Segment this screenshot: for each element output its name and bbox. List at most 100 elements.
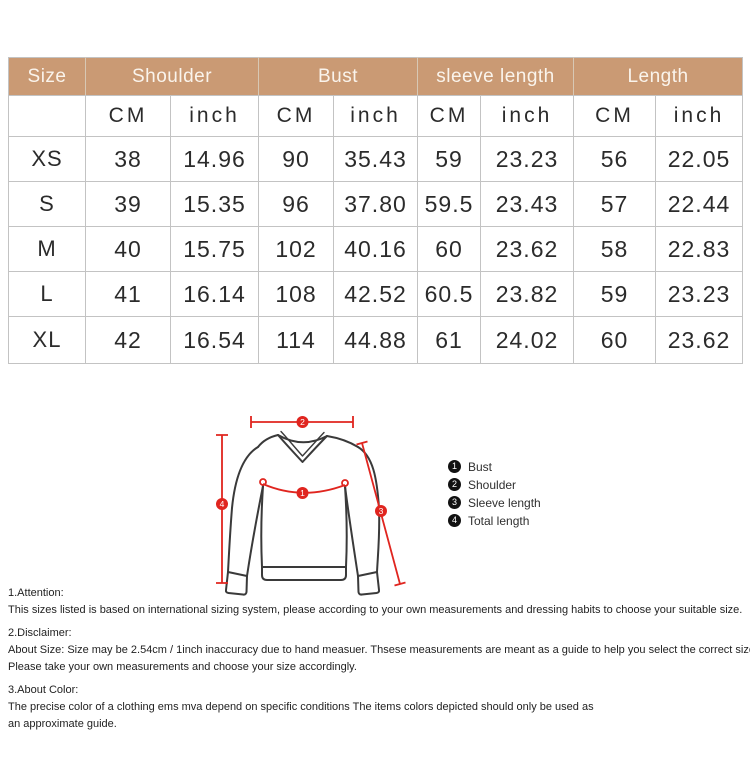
value-cell: 102 xyxy=(258,226,334,272)
note-attention: 1.Attention: This sizes listed is based … xyxy=(8,585,748,619)
note-title: 1.Attention: xyxy=(8,587,64,599)
value-cell: 41 xyxy=(85,271,171,317)
unit-cell: inch xyxy=(480,95,574,137)
value-cell: 42.52 xyxy=(333,271,418,317)
value-cell: 23.43 xyxy=(480,181,574,227)
value-cell: 59.5 xyxy=(417,181,481,227)
legend-label: Shoulder xyxy=(468,477,517,492)
legend-label: Bust xyxy=(468,459,493,474)
measure-marker-dots xyxy=(216,416,387,517)
value-cell: 23.62 xyxy=(480,226,574,272)
note-line: This sizes listed is based on internatio… xyxy=(8,604,743,616)
sweater-measure-diagram: 1 2 3 4 xyxy=(216,416,406,596)
value-cell: 38 xyxy=(85,136,171,182)
header-shoulder: Shoulder xyxy=(85,57,259,96)
value-cell: 56 xyxy=(573,136,656,182)
value-cell: 61 xyxy=(417,316,481,364)
value-cell: 23.62 xyxy=(655,316,743,364)
value-cell: 15.35 xyxy=(170,181,259,227)
header-length: Length xyxy=(573,57,743,96)
legend-item-sleeve-length: 3 Sleeve length xyxy=(448,495,541,510)
unit-cell: CM xyxy=(85,95,171,137)
unit-cell: CM xyxy=(417,95,481,137)
value-cell: 60 xyxy=(417,226,481,272)
circled-number-icon: 3 xyxy=(448,496,461,509)
note-disclaimer: 2.Disclaimer: About Size: Size may be 2.… xyxy=(8,625,750,676)
notes-section: 1.Attention: This sizes listed is based … xyxy=(8,585,750,739)
note-title: 2.Disclaimer: xyxy=(8,627,72,639)
size-label: XL xyxy=(8,316,86,364)
header-size: Size xyxy=(8,57,86,96)
table-row: XS 38 14.96 90 35.43 59 23.23 56 22.05 xyxy=(8,136,743,182)
value-cell: 23.82 xyxy=(480,271,574,317)
table-header-row: Size Shoulder Bust sleeve length Length xyxy=(8,57,743,96)
units-empty-cell xyxy=(8,95,86,137)
value-cell: 37.80 xyxy=(333,181,418,227)
value-cell: 40.16 xyxy=(333,226,418,272)
unit-cell: CM xyxy=(573,95,656,137)
note-line: The precise color of a clothing ems mva … xyxy=(8,701,594,713)
legend-label: Sleeve length xyxy=(468,495,541,510)
measure-legend: 1 Bust 2 Shoulder 3 Sleeve length 4 Tota… xyxy=(448,460,541,532)
marker-3-sleeve: 3 xyxy=(379,506,384,516)
value-cell: 35.43 xyxy=(333,136,418,182)
note-line: an approximate guide. xyxy=(8,718,117,730)
unit-cell: inch xyxy=(655,95,743,137)
table-row: XL 42 16.54 114 44.88 61 24.02 60 23.62 xyxy=(8,316,743,364)
measurement-lines xyxy=(216,416,406,587)
value-cell: 22.05 xyxy=(655,136,743,182)
value-cell: 24.02 xyxy=(480,316,574,364)
value-cell: 44.88 xyxy=(333,316,418,364)
value-cell: 16.14 xyxy=(170,271,259,317)
value-cell: 14.96 xyxy=(170,136,259,182)
note-line: Please take your own measurements and ch… xyxy=(8,661,357,673)
unit-cell: inch xyxy=(333,95,418,137)
value-cell: 58 xyxy=(573,226,656,272)
table-row: S 39 15.35 96 37.80 59.5 23.43 57 22.44 xyxy=(8,181,743,227)
value-cell: 39 xyxy=(85,181,171,227)
note-about-color: 3.About Color: The precise color of a cl… xyxy=(8,682,748,733)
note-line: About Size: Size may be 2.54cm / 1inch i… xyxy=(8,644,750,656)
value-cell: 59 xyxy=(417,136,481,182)
value-cell: 15.75 xyxy=(170,226,259,272)
circled-number-icon: 1 xyxy=(448,460,461,473)
legend-item-bust: 1 Bust xyxy=(448,459,541,474)
value-cell: 59 xyxy=(573,271,656,317)
circled-number-icon: 4 xyxy=(448,514,461,527)
unit-cell: inch xyxy=(170,95,259,137)
value-cell: 42 xyxy=(85,316,171,364)
size-label: S xyxy=(8,181,86,227)
marker-2-shoulder: 2 xyxy=(300,417,305,427)
value-cell: 23.23 xyxy=(655,271,743,317)
size-label: L xyxy=(8,271,86,317)
unit-cell: CM xyxy=(258,95,334,137)
value-cell: 108 xyxy=(258,271,334,317)
size-label: XS xyxy=(8,136,86,182)
legend-item-total-length: 4 Total length xyxy=(448,513,541,528)
marker-1-bust: 1 xyxy=(300,488,305,498)
note-title: 3.About Color: xyxy=(8,684,79,696)
table-units-row: CM inch CM inch CM inch CM inch xyxy=(8,95,743,137)
size-label: M xyxy=(8,226,86,272)
header-bust: Bust xyxy=(258,57,418,96)
value-cell: 90 xyxy=(258,136,334,182)
legend-label: Total length xyxy=(468,513,530,528)
marker-4-length: 4 xyxy=(220,499,225,509)
value-cell: 22.83 xyxy=(655,226,743,272)
value-cell: 57 xyxy=(573,181,656,227)
value-cell: 60 xyxy=(573,316,656,364)
circled-number-icon: 2 xyxy=(448,478,461,491)
legend-item-shoulder: 2 Shoulder xyxy=(448,477,541,492)
value-cell: 114 xyxy=(258,316,334,364)
value-cell: 40 xyxy=(85,226,171,272)
value-cell: 22.44 xyxy=(655,181,743,227)
header-sleeve-length: sleeve length xyxy=(417,57,574,96)
table-row: M 40 15.75 102 40.16 60 23.62 58 22.83 xyxy=(8,226,743,272)
value-cell: 60.5 xyxy=(417,271,481,317)
size-table: Size Shoulder Bust sleeve length Length … xyxy=(8,57,743,364)
value-cell: 23.23 xyxy=(480,136,574,182)
value-cell: 16.54 xyxy=(170,316,259,364)
value-cell: 96 xyxy=(258,181,334,227)
sweater-outline xyxy=(224,430,381,596)
